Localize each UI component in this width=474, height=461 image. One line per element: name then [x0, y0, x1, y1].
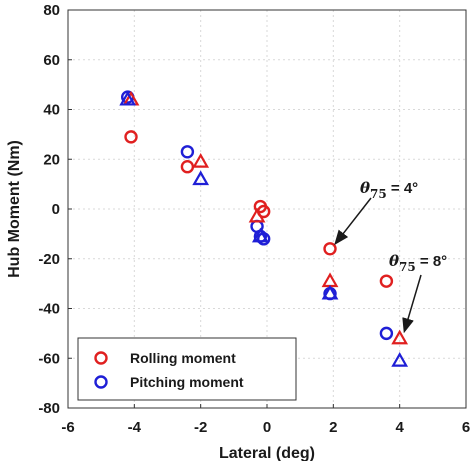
annotation-theta4: θ75 = 4° — [334, 179, 418, 246]
data-point-triangle-series-2 — [321, 272, 339, 288]
data-point-circle-series-0 — [323, 242, 337, 256]
annotation-theta4-text: θ75 = 4° — [360, 179, 418, 201]
data-point-triangle-series-3 — [391, 352, 409, 367]
annotation-theta8-arrow — [402, 274, 422, 334]
legend-rolling-marker — [94, 351, 108, 365]
y-tick-label: -60 — [38, 350, 60, 367]
y-tick-label: 80 — [43, 2, 60, 19]
y-tick-label: 0 — [52, 201, 60, 218]
x-tick-label: 2 — [329, 419, 337, 436]
data-point-triangle-series-3 — [192, 170, 210, 186]
legend-pitching-marker — [94, 375, 108, 389]
x-tick-label: -2 — [194, 419, 207, 436]
x-tick-label: 0 — [263, 419, 271, 436]
data-point-triangle-series-3 — [321, 284, 339, 300]
data-point-circle-series-1 — [256, 232, 271, 246]
data-point-circle-series-1 — [180, 145, 195, 159]
y-tick-label: -80 — [38, 400, 60, 417]
annotation-theta8: θ75 = 8° — [389, 252, 447, 334]
y-tick-label: -40 — [38, 301, 60, 318]
data-point-circle-series-0 — [124, 130, 138, 144]
x-tick-label: -4 — [128, 419, 142, 436]
annotation-theta8-text: θ75 = 8° — [389, 252, 447, 274]
legend-box — [77, 337, 297, 401]
legend-rolling-label: Rolling moment — [130, 350, 236, 366]
x-ticks: -6 -4 -2 0 2 4 6 — [61, 404, 470, 436]
legend-pitching-label: Pitching moment — [130, 374, 244, 390]
y-ticks: -80 -60 -40 -20 0 20 40 60 80 — [38, 2, 72, 417]
data-point-circle-series-1 — [379, 326, 394, 341]
x-tick-label: 6 — [462, 419, 470, 436]
y-axis-label: Hub Moment (Nm) — [6, 140, 23, 278]
x-tick-label: -6 — [61, 419, 74, 436]
x-tick-label: 4 — [395, 419, 404, 436]
y-tick-label: 60 — [43, 52, 60, 69]
data-point-circle-series-0 — [379, 274, 394, 288]
y-tick-label: 20 — [43, 151, 60, 168]
data-point-triangle-series-2 — [391, 329, 409, 345]
data-point-triangle-series-3 — [119, 90, 137, 106]
y-tick-label: -20 — [38, 251, 60, 268]
legend: Rolling moment Pitching moment — [77, 337, 297, 401]
data-point-circle-series-0 — [180, 160, 195, 174]
x-axis-label: Lateral (deg) — [219, 445, 315, 461]
data-point-triangle-series-2 — [248, 207, 266, 223]
data-point-triangle-series-3 — [251, 227, 269, 243]
annotation-theta4-arrow — [334, 197, 372, 246]
y-tick-label: 40 — [43, 102, 60, 119]
markers — [119, 90, 409, 367]
data-point-triangle-series-2 — [192, 153, 210, 168]
